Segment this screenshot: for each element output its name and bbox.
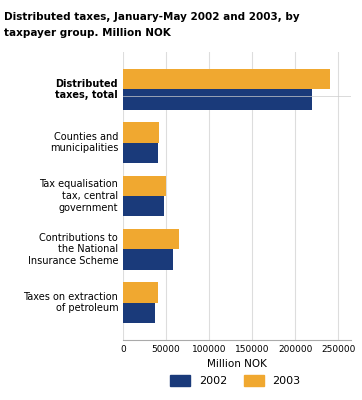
Bar (123, 303, 155, 323)
Text: Distributed taxes, January-May 2002 and 2003, by: Distributed taxes, January-May 2002 and … (4, 12, 299, 22)
Bar (123, 122, 159, 143)
Bar (123, 229, 179, 249)
Bar (123, 176, 166, 196)
Bar (123, 69, 330, 89)
Legend: 2002, 2003: 2002, 2003 (165, 370, 305, 390)
Bar (123, 282, 157, 303)
Text: taxpayer group. Million NOK: taxpayer group. Million NOK (4, 28, 171, 38)
Bar (123, 196, 164, 216)
Bar (123, 143, 157, 163)
X-axis label: Million NOK: Million NOK (207, 360, 267, 370)
Bar (123, 249, 173, 270)
Bar (123, 89, 312, 110)
